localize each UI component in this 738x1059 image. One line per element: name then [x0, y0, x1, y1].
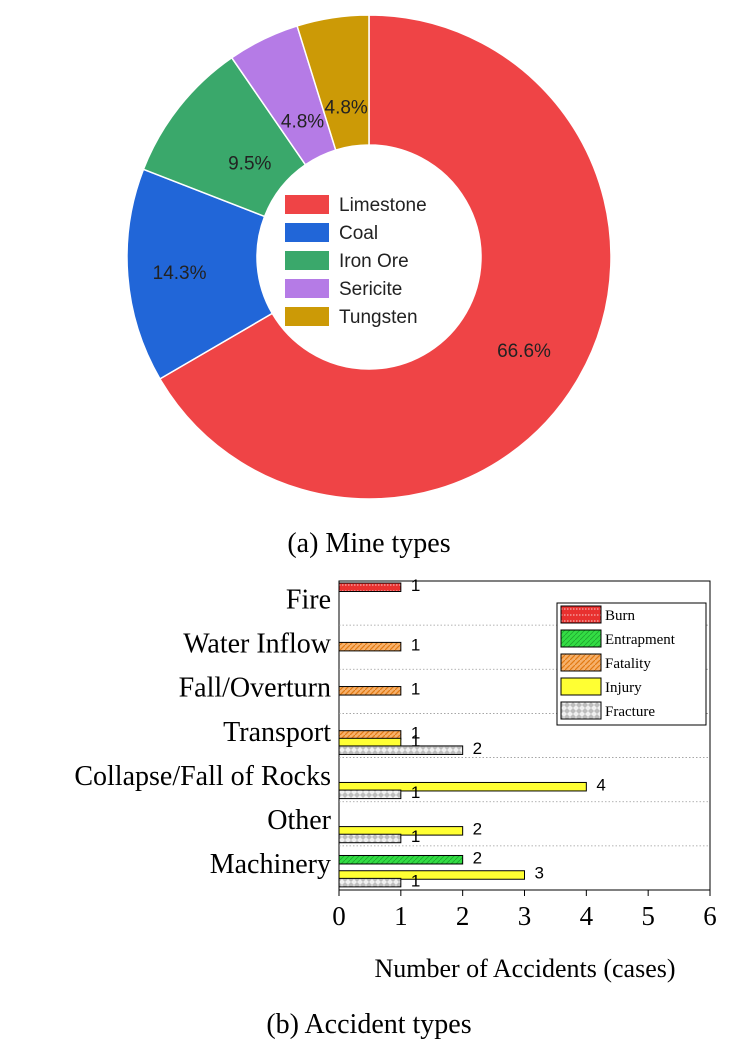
legend-label-sericite: Sericite — [339, 279, 402, 300]
bar-value-label: 1 — [411, 724, 420, 743]
legend-label-tungsten: Tungsten — [339, 307, 418, 328]
category-label-fire: Fire — [286, 584, 331, 615]
legend-swatch-iron-ore — [285, 251, 329, 270]
slice-label-limestone: 66.6% — [497, 341, 551, 362]
legend-label-fatality: Fatality — [605, 656, 651, 672]
x-tick-label: 3 — [518, 901, 532, 931]
category-label-collapse-fall-of-rocks: Collapse/Fall of Rocks — [74, 761, 331, 792]
bar-water-inflow-fatality — [338, 641, 402, 652]
bar-collapse-fall-of-rocks-fracture — [338, 789, 402, 800]
legend-swatch-sericite — [285, 279, 329, 298]
x-tick-label: 4 — [580, 901, 594, 931]
legend-swatch-fracture — [560, 701, 602, 720]
legend-swatch-entrapment — [560, 629, 602, 648]
bar-value-label: 1 — [411, 783, 420, 802]
bar-machinery-injury — [338, 870, 525, 880]
slice-tungsten — [296, 14, 370, 151]
slice-label-iron-ore: 9.5% — [228, 154, 271, 175]
slice-limestone — [158, 14, 612, 500]
mine-types-donut-chart: 66.6% 14.3% 9.5% 4.8%4.8% — [126, 14, 612, 500]
x-tick-label: 6 — [703, 901, 717, 931]
legend-swatch-limestone — [285, 195, 329, 214]
slice-label-tungsten: 4.8% — [325, 98, 368, 119]
category-label-transport: Transport — [223, 717, 331, 748]
bar-value-label: 2 — [473, 848, 482, 867]
bar-machinery-fracture — [338, 877, 402, 888]
bar-value-label: 2 — [473, 820, 482, 839]
bar-value-label: 1 — [411, 576, 420, 595]
legend-label-iron-ore: Iron Ore — [339, 251, 409, 272]
bar-value-label: 1 — [411, 871, 420, 890]
bar-value-label: 1 — [411, 827, 420, 846]
bar-value-label: 1 — [411, 635, 420, 654]
category-label-other: Other — [267, 805, 331, 836]
bar-value-label: 1 — [411, 731, 420, 750]
bar-value-label: 1 — [411, 680, 420, 699]
bar-fall-overturn-fatality — [338, 686, 402, 696]
legend-swatch-injury — [560, 677, 602, 696]
x-tick-label: 1 — [394, 901, 408, 931]
bar-value-label: 2 — [473, 739, 482, 758]
slice-label-coal: 14.3% — [153, 263, 207, 284]
bar-value-label: 4 — [596, 775, 605, 794]
category-label-water-inflow: Water Inflow — [183, 629, 332, 660]
category-label-machinery: Machinery — [210, 849, 331, 880]
caption-accident-types: (b) Accident types — [266, 1009, 471, 1040]
legend-label-fracture: Fracture — [605, 704, 655, 720]
slice-coal — [126, 168, 274, 380]
legend-swatch-fatality — [560, 653, 602, 672]
bar-machinery-entrapment — [338, 854, 464, 865]
x-tick-label: 0 — [332, 901, 346, 931]
x-tick-label: 2 — [456, 901, 470, 931]
bar-other-fracture — [338, 833, 402, 844]
caption-mine-types: (a) Mine types — [287, 528, 450, 559]
x-tick-label: 5 — [641, 901, 655, 931]
legend-label-entrapment: Entrapment — [605, 632, 676, 648]
legend-label-coal: Coal — [339, 223, 378, 244]
legend-label-injury: Injury — [605, 680, 642, 696]
bar-collapse-fall-of-rocks-injury — [338, 781, 587, 792]
legend-label-burn: Burn — [605, 608, 636, 624]
category-label-fall-overturn: Fall/Overturn — [179, 673, 331, 704]
legend-swatch-coal — [285, 223, 329, 242]
slice-label-sericite: 4.8% — [281, 111, 324, 132]
bar-value-label: 3 — [535, 864, 544, 883]
donut-legend: Limestone Coal Iron Ore Sericite Tungsten — [285, 195, 427, 328]
legend-label-limestone: Limestone — [339, 195, 427, 216]
legend-swatch-burn — [560, 605, 602, 624]
bar-fire-burn — [338, 582, 402, 592]
x-axis-label: Number of Accidents (cases) — [374, 954, 675, 983]
legend-swatch-tungsten — [285, 307, 329, 326]
bar-transport-fracture — [338, 745, 464, 755]
accident-types-bar-chart: 0 1 2 3 4 5 6 Fire 1 Water Inflow 1 Fall/Overturn 1 T… — [74, 576, 716, 931]
